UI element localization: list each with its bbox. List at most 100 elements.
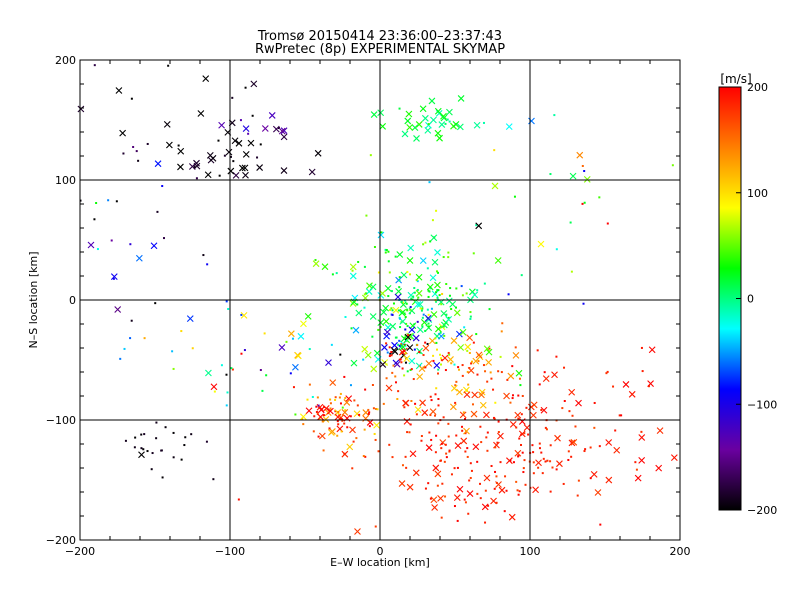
data-point-dot xyxy=(512,461,515,464)
data-point-cross xyxy=(590,471,598,478)
colorbar-tick-label: −100 xyxy=(747,398,777,411)
data-point-cross xyxy=(382,317,390,325)
data-point-dot xyxy=(416,280,419,283)
data-point-cross xyxy=(498,486,506,494)
data-point-dot xyxy=(435,300,438,303)
data-point-dot xyxy=(515,480,518,483)
data-point-cross xyxy=(193,159,200,167)
data-point-cross xyxy=(297,332,305,340)
data-point-dot xyxy=(494,446,497,449)
data-point-dot xyxy=(490,464,493,467)
data-point-cross xyxy=(329,379,337,386)
data-point-cross xyxy=(475,222,483,230)
data-point-dot xyxy=(387,295,390,298)
data-point-dot xyxy=(132,145,135,148)
data-point-dot xyxy=(492,416,495,419)
data-point-dot xyxy=(413,291,416,294)
data-point-cross xyxy=(456,330,463,338)
data-point-dot xyxy=(213,390,216,393)
data-point-cross xyxy=(322,404,330,412)
data-point-cross xyxy=(377,109,385,117)
data-point-dot xyxy=(446,118,449,121)
data-point-dot xyxy=(635,468,638,471)
data-point-dot xyxy=(426,267,429,270)
data-point-dot xyxy=(285,340,288,343)
data-point-dot xyxy=(336,420,339,423)
data-point-dot xyxy=(339,402,342,405)
data-point-dot xyxy=(553,114,556,117)
data-point-dot xyxy=(513,195,516,198)
data-point-cross xyxy=(110,273,118,281)
data-point-cross xyxy=(457,95,465,102)
data-point-dot xyxy=(243,349,246,352)
data-point-dot xyxy=(430,438,433,441)
data-point-dot xyxy=(151,452,154,455)
data-point-dot xyxy=(614,429,617,432)
data-point-cross xyxy=(508,513,516,521)
data-point-dot xyxy=(334,396,337,399)
data-point-dot xyxy=(374,438,377,441)
data-point-dot xyxy=(390,290,393,293)
data-point-cross xyxy=(382,304,390,312)
data-point-dot xyxy=(589,477,592,480)
data-point-cross xyxy=(355,309,363,317)
data-point-dot xyxy=(567,458,570,461)
data-point-dot xyxy=(400,361,403,364)
data-point-dot xyxy=(522,467,525,470)
data-point-cross xyxy=(241,164,249,172)
data-point-dot xyxy=(409,423,412,426)
data-point-dot xyxy=(377,450,380,453)
data-point-dot xyxy=(430,399,433,402)
data-point-dot xyxy=(350,327,353,330)
data-point-cross xyxy=(377,231,385,239)
data-point-dot xyxy=(479,497,482,500)
data-point-cross xyxy=(343,399,351,406)
x-tick-label: 100 xyxy=(520,545,541,558)
data-point-cross xyxy=(505,123,513,131)
data-point-dot xyxy=(532,472,535,475)
data-point-dot xyxy=(549,173,552,176)
data-point-cross xyxy=(385,384,393,392)
data-point-cross xyxy=(300,320,307,328)
data-point-dot xyxy=(330,343,333,346)
data-point-dot xyxy=(110,239,113,242)
data-point-dot xyxy=(412,378,415,381)
data-point-dot xyxy=(155,421,158,424)
data-point-cross xyxy=(419,257,427,265)
data-point-dot xyxy=(549,444,552,447)
data-point-dot xyxy=(460,285,463,288)
data-point-dot xyxy=(409,308,412,311)
data-point-dot xyxy=(445,452,448,455)
data-point-dot xyxy=(403,406,406,409)
data-point-dot xyxy=(466,455,469,458)
data-point-dot xyxy=(146,142,149,145)
data-point-dot xyxy=(520,443,523,446)
data-point-dot xyxy=(466,370,469,373)
data-point-cross xyxy=(209,154,217,162)
data-point-dot xyxy=(212,478,215,481)
data-point-cross xyxy=(460,437,468,445)
data-point-cross xyxy=(350,359,358,367)
data-point-cross xyxy=(349,272,357,280)
data-point-dot xyxy=(467,512,470,515)
data-point-cross xyxy=(334,413,342,421)
cluster-west-mixed xyxy=(87,145,209,360)
data-point-dot xyxy=(365,214,368,217)
data-point-dot xyxy=(403,343,406,346)
data-point-dot xyxy=(404,361,407,364)
data-point-cross xyxy=(197,110,205,117)
data-point-cross xyxy=(280,133,288,141)
data-point-dot xyxy=(540,408,543,411)
data-point-cross xyxy=(628,390,636,398)
data-point-cross xyxy=(434,107,442,115)
data-point-dot xyxy=(329,407,332,410)
data-point-dot xyxy=(396,397,399,400)
data-point-dot xyxy=(439,353,442,356)
data-point-dot xyxy=(343,422,346,425)
data-point-dot xyxy=(520,413,523,416)
data-point-cross xyxy=(570,438,578,446)
data-point-cross xyxy=(225,148,233,156)
data-point-dot xyxy=(648,385,651,388)
data-point-cross xyxy=(412,334,420,342)
data-point-dot xyxy=(488,347,491,350)
